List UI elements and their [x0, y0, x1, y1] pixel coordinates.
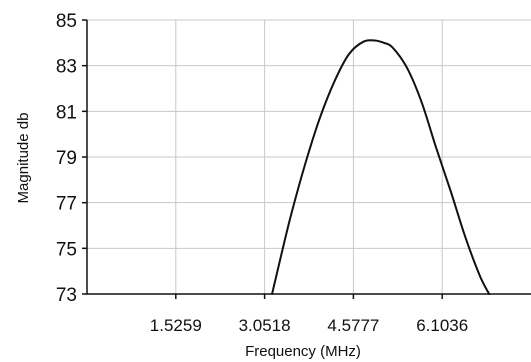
- axes: [82, 19, 531, 299]
- tick-labels: 73 75 77 79 81 83 85 1.5259 3.0518 4.5777 6.1036: [56, 11, 468, 335]
- y-tick-label: 79: [56, 148, 77, 169]
- axis-titles: Frequency (MHz) Magnitude db: [15, 113, 361, 360]
- x-tick-label: 4.5777: [327, 316, 379, 335]
- y-tick-label: 77: [56, 194, 77, 215]
- y-tick-label: 85: [56, 11, 77, 32]
- x-tick-label: 3.0518: [239, 316, 291, 335]
- y-tick-label: 83: [56, 57, 77, 78]
- x-tick-label: 6.1036: [416, 316, 468, 335]
- x-tick-label: 1.5259: [150, 316, 202, 335]
- grid: [87, 19, 531, 295]
- y-tick-label: 75: [56, 239, 77, 260]
- y-axis-label: Magnitude db: [15, 113, 32, 204]
- series-line: [271, 39, 491, 295]
- y-tick-label: 73: [56, 285, 77, 306]
- x-axis-label: Frequency (MHz): [245, 343, 361, 360]
- y-tick-label: 81: [56, 102, 77, 123]
- plot-series: [271, 39, 491, 295]
